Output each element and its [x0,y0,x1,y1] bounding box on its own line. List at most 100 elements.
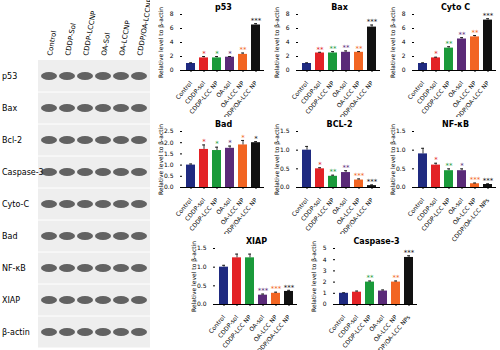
svg-text:**: ** [472,29,480,37]
svg-text:**: ** [367,274,375,282]
svg-text:0.5: 0.5 [396,165,406,172]
svg-text:***: *** [483,177,494,185]
svg-text:0.5: 0.5 [164,172,174,179]
svg-text:*: * [318,161,322,169]
svg-text:1.5: 1.5 [396,127,406,134]
svg-text:p53: p53 [215,3,232,12]
svg-text:***: *** [284,284,295,292]
svg-text:*: * [434,50,438,58]
svg-text:Relative level to β-actin: Relative level to β-actin [273,124,281,195]
svg-text:1.0: 1.0 [197,263,207,270]
svg-text:Control: Control [46,30,58,56]
svg-text:**: ** [240,46,248,54]
svg-text:*: * [434,156,438,164]
svg-text:1: 1 [323,289,327,296]
svg-text:6: 6 [286,24,290,31]
svg-text:*: * [215,140,219,148]
svg-text:0.0: 0.0 [164,183,174,190]
svg-text:***: *** [404,249,415,257]
svg-text:*: * [241,134,245,142]
svg-text:*: * [460,162,464,170]
svg-text:NF-κB: NF-κB [442,120,469,129]
svg-text:***: *** [367,178,378,186]
svg-text:0.0: 0.0 [197,300,207,307]
svg-text:Relative level to β-actin: Relative level to β-actin [273,7,281,78]
svg-text:4: 4 [402,38,406,45]
svg-text:6: 6 [402,24,406,31]
svg-text:3: 3 [323,267,327,274]
svg-text:CDDP-LCC NP: CDDP-LCC NP [420,196,452,232]
svg-text:1.5: 1.5 [164,150,174,157]
svg-text:Relative level to β-actin: Relative level to β-actin [389,124,397,195]
svg-text:p53: p53 [2,72,17,81]
svg-text:OA-LCCNP: OA-LCCNP [118,20,132,57]
svg-text:β-actin: β-actin [2,328,30,337]
svg-text:Caspase-3: Caspase-3 [353,237,399,246]
svg-text:BCL-2: BCL-2 [327,120,353,129]
svg-text:2.0: 2.0 [164,139,174,146]
svg-text:***: *** [483,12,494,20]
svg-text:***: *** [251,17,262,25]
svg-text:**: ** [446,162,454,170]
svg-text:*: * [215,50,219,58]
svg-text:Bax: Bax [331,3,348,12]
svg-text:Cyto C: Cyto C [441,3,470,12]
svg-text:NF-κB: NF-κB [2,264,26,273]
svg-text:Relative level to β-actin: Relative level to β-actin [389,7,397,78]
svg-text:1.5: 1.5 [280,127,290,134]
svg-text:**: ** [330,45,338,53]
svg-text:***: *** [354,172,365,180]
svg-text:**: ** [317,46,325,54]
svg-text:4: 4 [286,38,290,45]
svg-text:2: 2 [402,52,406,59]
svg-text:OA-Sol: OA-Sol [100,32,112,56]
svg-text:***: *** [470,176,481,184]
svg-text:*: * [254,135,258,143]
svg-text:CDDP-Sol: CDDP-Sol [64,22,78,56]
svg-text:8: 8 [402,10,406,17]
svg-text:***: *** [271,285,282,293]
svg-text:2: 2 [323,278,327,285]
svg-text:2.5: 2.5 [164,127,174,134]
svg-text:***: *** [258,287,269,295]
svg-text:XIAP: XIAP [246,237,267,246]
svg-text:Bad: Bad [215,120,232,129]
svg-text:CDDP/OA-LCC NPs: CDDP/OA-LCC NPs [371,313,411,350]
svg-text:CDDP-LCC NP: CDDP-LCC NP [188,79,220,115]
svg-text:1.5: 1.5 [197,244,207,251]
svg-text:Relative level to β-actin: Relative level to β-actin [157,7,165,78]
svg-text:CDDP-LCC NP: CDDP-LCC NP [304,79,336,115]
svg-text:Caspase-3: Caspase-3 [2,168,44,177]
svg-text:**: ** [343,164,351,172]
svg-text:8: 8 [170,10,174,17]
svg-text:CDDP-LCC NP: CDDP-LCC NP [221,313,253,349]
svg-text:**: ** [446,40,454,48]
svg-text:Bad: Bad [2,232,17,241]
svg-text:0.5: 0.5 [280,165,290,172]
svg-text:Relative level to β-actin: Relative level to β-actin [157,124,165,195]
svg-text:2: 2 [170,52,174,59]
svg-text:0: 0 [323,300,327,307]
svg-text:***: *** [367,18,378,26]
svg-text:6: 6 [170,24,174,31]
svg-text:**: ** [343,44,351,52]
svg-text:Relative level to β-actin: Relative level to β-actin [190,241,198,312]
svg-text:4: 4 [323,256,327,263]
svg-text:0: 0 [170,66,174,73]
svg-text:CDDP-LCCNP: CDDP-LCCNP [82,10,98,56]
svg-text:1.0: 1.0 [164,161,174,168]
svg-text:CDDP-LCC NP: CDDP-LCC NP [304,196,336,232]
svg-text:XIAP: XIAP [2,296,20,305]
svg-text:*: * [228,50,232,58]
svg-text:0: 0 [286,66,290,73]
svg-text:0.5: 0.5 [197,282,207,289]
svg-text:CDDP-LCC NP: CDDP-LCC NP [420,79,452,115]
svg-text:CDDP-LCC NP: CDDP-LCC NP [188,196,220,232]
svg-text:*: * [202,138,206,146]
svg-text:*: * [228,139,232,147]
svg-text:0.0: 0.0 [280,183,290,190]
svg-text:CDDP/OA-LCC NP: CDDP/OA-LCC NP [253,313,292,350]
svg-text:0.0: 0.0 [396,183,406,190]
svg-text:Bax: Bax [2,104,17,113]
svg-text:*: * [202,50,206,58]
